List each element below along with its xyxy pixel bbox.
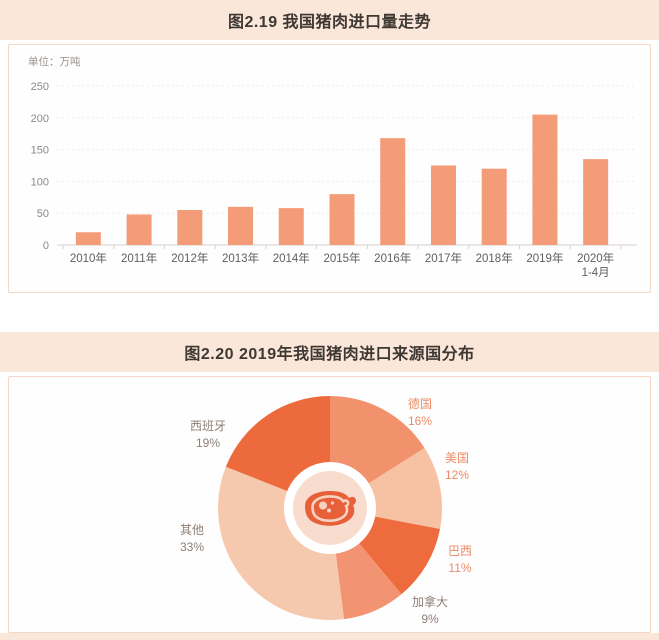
bar-2016年 [380,138,406,245]
y-tick-label: 150 [31,145,49,157]
bar-chart-panel: 单位：万吨 0 50 100 150 200 250 2010年 2011年 2012年 2013… [8,44,651,293]
x-tick-label: 2010年 [70,251,107,265]
figure1-title-band: 图2.19 我国猪肉进口量走势 [0,0,659,40]
y-tick-label: 100 [31,176,49,188]
figure1-title: 图2.19 我国猪肉进口量走势 [227,14,432,31]
y-tick-label: 200 [31,113,49,125]
steak-icon [305,491,356,526]
unit-label: 单位：万吨 [28,56,81,68]
x-tick-label: 2013年 [222,251,259,265]
figure2-title-band: 图2.20 2019年我国猪肉进口来源国分布 [0,332,659,372]
bar-2018年 [481,168,507,245]
pie-slice-label-加拿大: 加拿大 9% [411,595,449,627]
bar-2014年 [278,208,304,245]
bar-2020年 1-4月 [583,159,609,245]
figure2-title: 图2.20 2019年我国猪肉进口来源国分布 [184,346,475,363]
bar-2011年 [126,214,152,245]
bar-2015年 [329,194,355,245]
bar-2010年 [75,232,101,245]
bar-chart: 0 50 100 150 200 250 2010年 2011年 2012年 2013年 2014年… [31,81,637,279]
pie-slice-label-巴西: 巴西 11% [447,544,473,576]
bar-2012年 [177,210,203,245]
pie-chart [217,396,442,620]
x-tick-label: 2012年 [171,251,208,265]
pie-slice-label-美国: 美国 12% [444,451,470,483]
x-tick-label: 2020年 [577,251,614,265]
bar-2019年 [532,114,558,246]
section-gap [0,293,659,332]
x-tick-label: 1-4月 [582,267,610,279]
x-tick-label: 2017年 [425,251,462,265]
y-tick-label: 50 [37,208,49,220]
x-tick-label: 2018年 [476,251,513,265]
pie-slice-label-德国: 德国 16% [407,397,433,429]
x-tick-label: 2015年 [323,251,360,265]
pie-chart-panel: 德国 16% 美国 12% 巴西 11% 加拿大 9% 其他 33% 西班牙 19% [8,376,651,633]
pie-slice-label-其他: 其他 33% [179,523,205,555]
y-tick-label: 0 [43,240,49,252]
x-tick-label: 2016年 [374,251,411,265]
bar-2013年 [228,206,254,245]
next-section-band [0,633,659,640]
x-tick-label: 2019年 [526,251,563,265]
x-tick-label: 2014年 [273,251,310,265]
y-tick-label: 250 [31,81,49,93]
pie-slice-label-西班牙: 西班牙 19% [189,419,227,451]
bar-2017年 [430,165,456,245]
x-tick-label: 2011年 [121,251,157,265]
